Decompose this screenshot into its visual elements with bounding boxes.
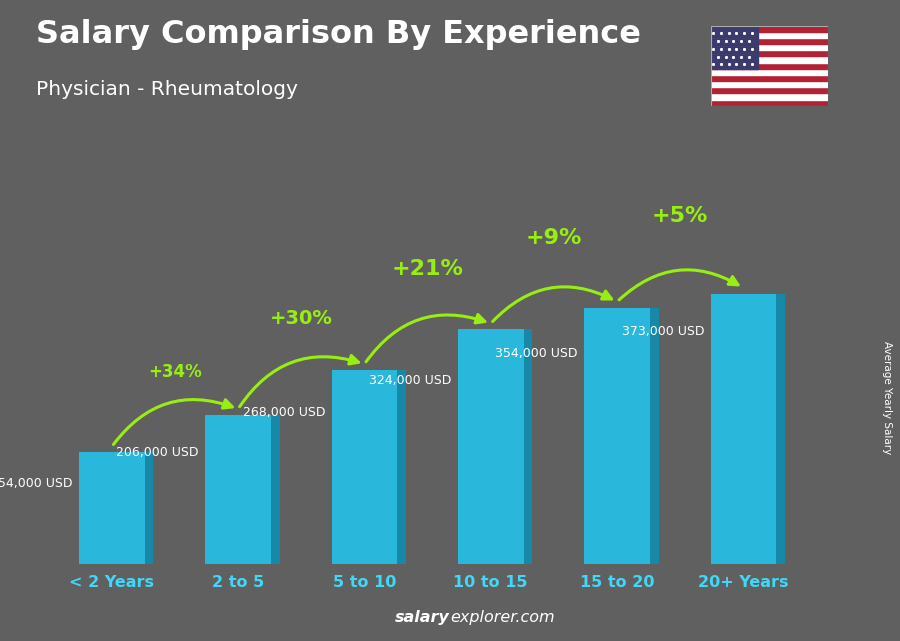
Bar <box>711 69 828 75</box>
Bar <box>711 26 828 32</box>
Text: 324,000 USD: 324,000 USD <box>369 374 452 387</box>
Bar <box>711 56 828 63</box>
Polygon shape <box>205 415 271 564</box>
Polygon shape <box>650 308 659 564</box>
Bar <box>711 94 828 99</box>
Polygon shape <box>331 370 397 564</box>
Polygon shape <box>524 329 533 564</box>
Polygon shape <box>79 453 145 564</box>
Polygon shape <box>145 453 154 564</box>
Polygon shape <box>271 415 280 564</box>
Bar <box>711 99 828 106</box>
Polygon shape <box>397 370 406 564</box>
Text: explorer.com: explorer.com <box>450 610 554 625</box>
Polygon shape <box>710 294 776 564</box>
Bar <box>711 87 828 94</box>
Text: Average Yearly Salary: Average Yearly Salary <box>881 341 892 454</box>
Bar <box>711 32 828 38</box>
Text: 354,000 USD: 354,000 USD <box>495 347 578 360</box>
Text: 206,000 USD: 206,000 USD <box>116 445 199 458</box>
Bar <box>711 81 828 87</box>
Text: Salary Comparison By Experience: Salary Comparison By Experience <box>36 19 641 50</box>
Text: 154,000 USD: 154,000 USD <box>0 478 73 490</box>
Polygon shape <box>458 329 524 564</box>
Bar <box>711 44 828 50</box>
Text: +34%: +34% <box>148 363 202 381</box>
Bar <box>711 38 828 44</box>
Text: salary: salary <box>395 610 450 625</box>
Text: +9%: +9% <box>526 228 582 248</box>
Bar <box>711 26 758 69</box>
Text: Physician - Rheumatology: Physician - Rheumatology <box>36 80 298 99</box>
Text: +30%: +30% <box>270 309 333 328</box>
Bar <box>711 50 828 56</box>
Polygon shape <box>776 294 785 564</box>
Text: 373,000 USD: 373,000 USD <box>622 325 704 338</box>
Bar <box>711 75 828 81</box>
Text: +5%: +5% <box>652 206 708 226</box>
Bar <box>711 63 828 69</box>
Polygon shape <box>584 308 650 564</box>
Text: +21%: +21% <box>392 258 464 279</box>
Text: 268,000 USD: 268,000 USD <box>243 406 325 419</box>
